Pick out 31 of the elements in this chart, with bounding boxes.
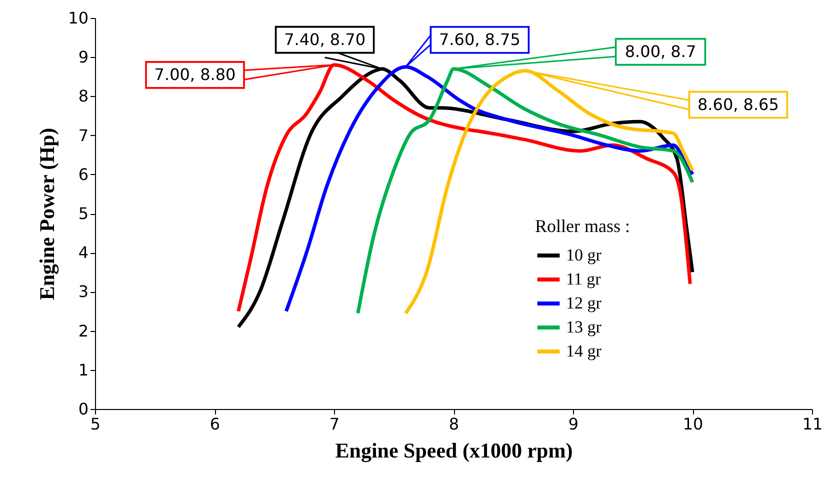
- annotation: 8.00, 8.7: [624, 42, 696, 61]
- x-tick-label: 6: [210, 414, 220, 434]
- legend-label: 13 gr: [566, 318, 602, 336]
- y-tick-label: 5: [78, 204, 88, 223]
- y-tick-label: 6: [78, 164, 88, 184]
- y-tick-label: 8: [78, 86, 88, 106]
- annotation: 7.60, 8.75: [438, 30, 520, 49]
- legend-label: 12 gr: [566, 294, 602, 312]
- y-tick-label: 2: [78, 321, 88, 340]
- y-tick-label: 7: [78, 126, 88, 145]
- y-tick-label: 4: [78, 243, 88, 262]
- y-tick-label: 10: [68, 8, 88, 28]
- y-tick-label: 1: [78, 360, 88, 380]
- x-tick-label: 7: [329, 414, 340, 434]
- annotation: 8.60, 8.65: [697, 94, 779, 114]
- legend-label: 10 gr: [566, 246, 602, 264]
- legend-label: 11 gr: [566, 270, 602, 288]
- x-tick-label: 11: [802, 414, 823, 434]
- annotation: 7.00, 8.80: [154, 64, 236, 84]
- x-tick-label: 5: [90, 414, 101, 434]
- x-tick-label: 10: [682, 414, 704, 434]
- annotation: 7.40, 8.70: [284, 30, 366, 49]
- y-tick-label: 9: [78, 48, 88, 67]
- x-tick-label: 8: [448, 414, 460, 434]
- x-tick-label: 9: [568, 414, 579, 434]
- y-tick-label: 0: [78, 400, 88, 418]
- x-axis-title: Engine Speed (x1000 rpm): [335, 438, 573, 462]
- legend-title: Roller mass :: [535, 216, 630, 236]
- y-tick-label: 3: [78, 282, 88, 302]
- legend-label: 14 gr: [566, 342, 602, 360]
- y-axis-title: Engine Power (Hp): [35, 128, 60, 300]
